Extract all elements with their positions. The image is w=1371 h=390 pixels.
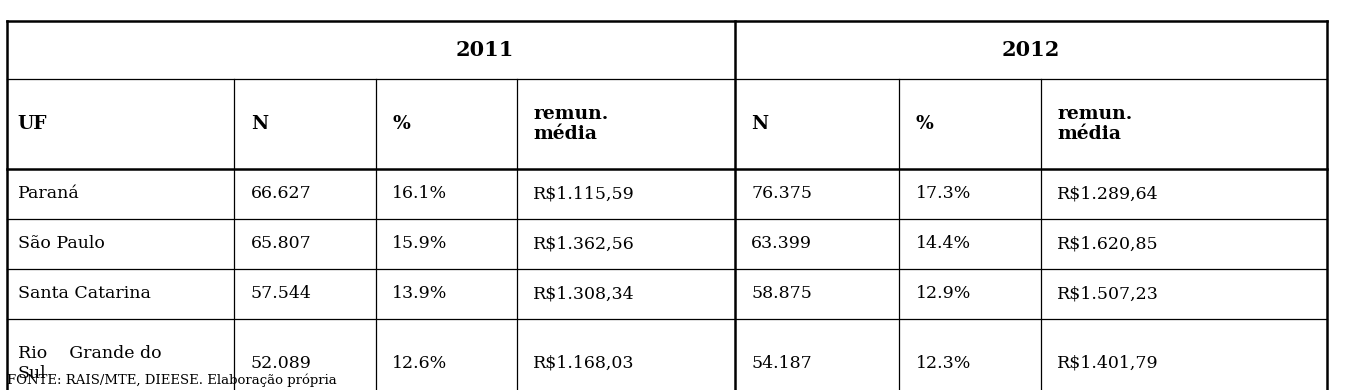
- Text: N: N: [251, 115, 267, 133]
- Text: remun.
média: remun. média: [533, 105, 609, 144]
- Text: 65.807: 65.807: [251, 235, 311, 252]
- Text: R$1.401,79: R$1.401,79: [1057, 355, 1158, 372]
- Text: 52.089: 52.089: [251, 355, 311, 372]
- Text: 15.9%: 15.9%: [392, 235, 447, 252]
- Text: R$1.620,85: R$1.620,85: [1057, 235, 1158, 252]
- Text: R$1.168,03: R$1.168,03: [533, 355, 635, 372]
- Text: 14.4%: 14.4%: [916, 235, 971, 252]
- Text: UF: UF: [18, 115, 48, 133]
- Text: 12.6%: 12.6%: [392, 355, 447, 372]
- Text: R$1.289,64: R$1.289,64: [1057, 185, 1158, 202]
- Text: Paraná: Paraná: [18, 185, 80, 202]
- Text: 63.399: 63.399: [751, 235, 812, 252]
- Text: R$1.507,23: R$1.507,23: [1057, 285, 1158, 302]
- Text: FONTE: RAIS/MTE, DIEESE. Elaboração própria: FONTE: RAIS/MTE, DIEESE. Elaboração próp…: [7, 374, 337, 387]
- Text: %: %: [916, 115, 934, 133]
- Text: São Paulo: São Paulo: [18, 235, 104, 252]
- Text: R$1.115,59: R$1.115,59: [533, 185, 635, 202]
- Text: 17.3%: 17.3%: [916, 185, 971, 202]
- Text: 13.9%: 13.9%: [392, 285, 447, 302]
- Text: Rio    Grande do
Sul: Rio Grande do Sul: [18, 345, 162, 382]
- Text: 12.3%: 12.3%: [916, 355, 971, 372]
- Text: 2011: 2011: [455, 40, 514, 60]
- Text: %: %: [392, 115, 410, 133]
- Text: R$1.362,56: R$1.362,56: [533, 235, 635, 252]
- Text: 16.1%: 16.1%: [392, 185, 447, 202]
- Text: 12.9%: 12.9%: [916, 285, 971, 302]
- Text: 2012: 2012: [1002, 40, 1060, 60]
- Text: remun.
média: remun. média: [1057, 105, 1132, 144]
- Text: R$1.308,34: R$1.308,34: [533, 285, 635, 302]
- Text: 54.187: 54.187: [751, 355, 812, 372]
- Text: 58.875: 58.875: [751, 285, 812, 302]
- Text: N: N: [751, 115, 768, 133]
- Text: 66.627: 66.627: [251, 185, 311, 202]
- Text: Santa Catarina: Santa Catarina: [18, 285, 151, 302]
- Text: 57.544: 57.544: [251, 285, 311, 302]
- Text: 76.375: 76.375: [751, 185, 812, 202]
